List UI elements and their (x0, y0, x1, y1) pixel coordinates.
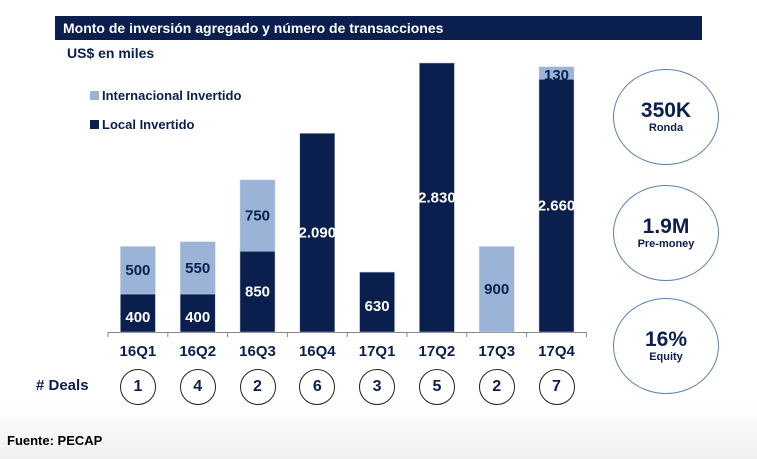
data-label-local: 400 (125, 309, 150, 326)
kpi-label: Ronda (648, 121, 684, 134)
bar-internacional-17Q3 (478, 246, 515, 333)
deal-count-16Q2: 4 (179, 369, 216, 405)
bar-local-16Q1 (120, 293, 156, 333)
x-tick-label: 17Q4 (538, 343, 575, 360)
legend-label-internacional: Internacional Invertido (102, 88, 242, 103)
deal-count-17Q2: 5 (418, 369, 455, 405)
x-tick-label: 16Q4 (299, 343, 336, 360)
data-label-local: 630 (365, 298, 390, 315)
kpi-value: 350K (640, 98, 692, 122)
data-label-internacional: 900 (484, 281, 509, 298)
deal-count-17Q3: 2 (478, 369, 515, 405)
deal-count-16Q1: 1 (119, 369, 156, 405)
data-label-local: 2.660 (538, 198, 576, 215)
kpi-ronda: 350K Ronda (613, 69, 719, 165)
x-tick-label: 17Q2 (419, 343, 456, 360)
data-label-local: 850 (245, 284, 270, 301)
legend-label-local: Local Invertido (102, 117, 195, 132)
bar-local-17Q1 (359, 271, 395, 333)
bar-local-16Q3 (239, 250, 276, 333)
bar-internacional-17Q4 (538, 66, 575, 80)
x-tick-label: 17Q3 (478, 343, 515, 360)
kpi-equity: 16% Equity (613, 298, 719, 394)
x-tick-label: 16Q1 (120, 343, 157, 360)
legend-item-internacional: Internacional Invertido (90, 88, 241, 103)
deals-label: # Deals (36, 377, 89, 394)
legend-swatch-internacional (90, 91, 99, 100)
data-label-internacional: 500 (125, 262, 150, 279)
bar-internacional-16Q3 (239, 179, 276, 252)
chart-title: Monto de inversión agregado y número de … (55, 16, 702, 40)
x-tick-label: 17Q1 (359, 343, 396, 360)
deal-count-17Q1: 3 (359, 369, 396, 405)
kpi-value: 16% (644, 327, 688, 351)
legend-item-local: Local Invertido (90, 117, 194, 132)
x-tick-label: 16Q3 (239, 343, 276, 360)
bar-internacional-16Q2 (179, 241, 216, 295)
unit-label: US$ en miles (67, 45, 155, 61)
data-label-internacional: 750 (245, 208, 270, 225)
bar-local-16Q4 (299, 133, 336, 333)
deal-count-17Q4: 7 (538, 369, 575, 405)
deal-count-16Q3: 2 (239, 369, 276, 405)
kpi-pre-money: 1.9M Pre-money (613, 185, 719, 281)
kpi-value: 1.9M (642, 214, 690, 238)
data-label-local: 2.090 (299, 225, 337, 242)
bar-local-17Q4 (538, 78, 575, 333)
data-label-internacional: 550 (185, 260, 210, 277)
kpi-label: Equity (649, 350, 683, 363)
data-label-local: 2.830 (418, 190, 456, 207)
data-label-internacional: 130 (544, 67, 569, 84)
data-label-local: 400 (185, 309, 210, 326)
source-note: Fuente: PECAP (7, 433, 103, 448)
bar-internacional-16Q1 (120, 246, 156, 295)
deal-count-16Q4: 6 (299, 369, 336, 405)
x-tick-label: 16Q2 (179, 343, 216, 360)
kpi-label: Pre-money (637, 237, 695, 250)
bar-local-17Q2 (419, 62, 455, 333)
legend-swatch-local (90, 120, 99, 129)
